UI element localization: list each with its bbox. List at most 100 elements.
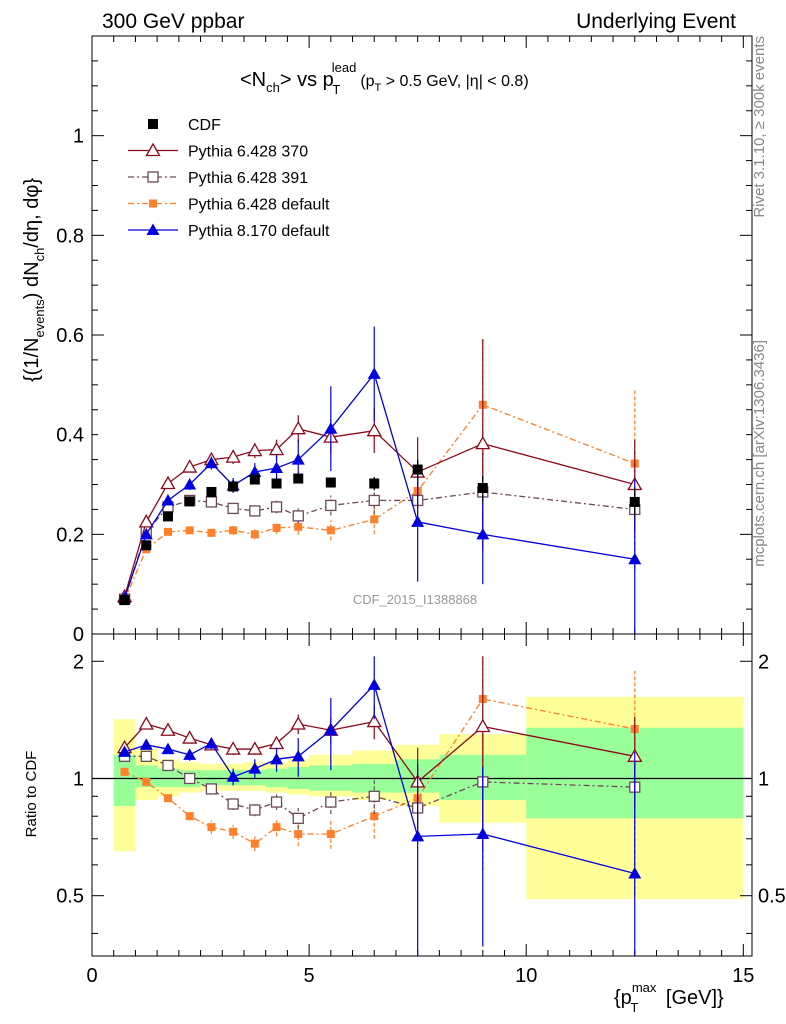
- ratio-point-p6_391: [368, 790, 380, 802]
- legend-label-cdf: CDF: [188, 117, 221, 134]
- ratio-point-p6_default: [163, 794, 172, 803]
- main-y-tick-label-zero: 0: [73, 624, 84, 646]
- main-series-p6_391: [118, 432, 641, 605]
- title-sub2: T: [332, 82, 340, 97]
- main-point-p6_370: [366, 422, 382, 437]
- legend-label-p8_default: Pythia 8.170 default: [188, 223, 330, 240]
- main-point-p6_default: [272, 523, 281, 532]
- main-point-cdf: [477, 482, 488, 493]
- main-point-p8_default: [204, 456, 218, 469]
- ratio-y-tick-label: 0.5: [56, 886, 84, 908]
- main-point-p6_370: [182, 459, 198, 473]
- ratio-point-p6_391: [325, 796, 337, 808]
- mcplots-label: mcplots.cern.ch [arXiv:1306.3436]: [751, 340, 768, 567]
- main-point-p6_default: [250, 530, 259, 539]
- ratio-point-p6_default: [120, 767, 129, 776]
- main-point-p8_default: [291, 453, 305, 465]
- ylabel-sub-a: events: [32, 299, 47, 338]
- main-point-p6_391: [249, 505, 261, 517]
- ratio-y-tick-label: 2: [73, 651, 84, 673]
- main-point-p6_default: [229, 526, 238, 535]
- x-tick-label: 5: [304, 965, 315, 987]
- ratio-point-p6_391: [184, 772, 196, 785]
- ratio-band-green: [113, 754, 136, 806]
- ratio-point-p6_391: [162, 759, 174, 772]
- main-y-tick-label: 1: [73, 126, 84, 148]
- main-point-cdf: [184, 496, 195, 507]
- analysis-watermark: CDF_2015_I1388868: [353, 592, 477, 607]
- legend-label-p6_370: Pythia 6.428 370: [188, 144, 308, 161]
- ratio-point-p8_default: [367, 678, 381, 690]
- main-point-p6_391: [227, 502, 239, 515]
- legend-item-p6_default: Pythia 6.428 default: [128, 197, 330, 214]
- ratio-point-p6_370: [247, 741, 263, 755]
- main-point-cdf: [293, 473, 304, 484]
- main-panel: 0.2 0.4 0.6 0.8 1 0: [56, 35, 753, 646]
- main-point-p8_default: [248, 465, 262, 478]
- ylabel-a: {(1/N: [21, 338, 43, 382]
- main-point-p6_370: [290, 420, 306, 435]
- ratio-point-p6_391: [205, 783, 218, 795]
- title-part2: > vs p: [280, 69, 334, 91]
- rivet-version-label: Rivet 3.1.10, ≥ 300k events: [751, 36, 768, 218]
- x-axis-label: {pmax T [GeV]}: [614, 980, 724, 1015]
- legend-marker-p6_391: [147, 171, 159, 183]
- main-point-p6_default: [370, 515, 379, 524]
- main-point-p8_default: [628, 552, 642, 565]
- ratio-point-p8_default: [118, 745, 132, 757]
- main-y-tick-label: 0.2: [56, 524, 84, 546]
- ratio-point-p8_default: [628, 867, 642, 879]
- ylabel-b: ) dN: [21, 261, 43, 299]
- ratio-point-p6_370: [366, 713, 382, 728]
- ratio-band-green: [135, 765, 158, 788]
- main-point-p6_370: [160, 475, 176, 490]
- main-y-tick-label: 0.4: [56, 425, 84, 447]
- ratio-line-p6_default: [124, 698, 635, 845]
- ratio-line-p6_391: [124, 755, 635, 820]
- ratio-point-p6_391: [249, 804, 261, 816]
- ratio-point-p6_default: [294, 830, 303, 839]
- ratio-panel: 0.5 0.5 1 1 2 2 0 5 10 15: [56, 633, 786, 987]
- main-point-cdf: [119, 595, 130, 606]
- x-tick-label: 15: [732, 965, 754, 987]
- main-line-p6_391: [123, 491, 635, 600]
- header-left-label: 300 GeV ppbar: [102, 10, 244, 33]
- ratio-point-p6_370: [290, 716, 306, 730]
- main-point-p8_default: [411, 515, 425, 527]
- main-point-p6_391: [325, 499, 337, 512]
- main-point-p8_default: [476, 527, 490, 540]
- ratio-point-p8_default: [183, 748, 197, 760]
- main-point-p6_default: [185, 526, 194, 535]
- main-point-p6_default: [326, 526, 335, 535]
- legend: CDF Pythia 6.428 370 Pythia 6.428 391 Pythi…: [128, 117, 330, 240]
- y-axis-label-ratio: Ratio to CDF: [23, 751, 40, 838]
- ratio-point-p6_391: [140, 750, 152, 762]
- legend-item-p6_370: Pythia 6.428 370: [128, 142, 308, 161]
- plot-title: <Nch> vs plead T (pT > 0.5 GeV, |η| < 0.8): [240, 60, 529, 97]
- ratio-point-p6_370: [182, 730, 198, 744]
- ratio-point-p6_default: [185, 812, 194, 821]
- title-cut: (p: [360, 73, 374, 90]
- main-point-p8_default: [139, 527, 153, 540]
- legend-item-p8_default: Pythia 8.170 default: [128, 223, 330, 240]
- main-point-p8_default: [183, 478, 197, 490]
- main-line-p6_370: [123, 427, 635, 597]
- ratio-point-p6_370: [475, 718, 491, 733]
- main-point-p6_370: [475, 435, 491, 450]
- ratio-point-p8_default: [161, 742, 175, 755]
- main-y-tick-label: 0.6: [56, 325, 84, 347]
- ratio-point-p8_default: [324, 723, 338, 736]
- ratio-point-p8_default: [291, 749, 305, 762]
- main-point-p8_default: [270, 461, 284, 474]
- legend-item-cdf: CDF: [148, 117, 221, 134]
- main-point-cdf: [271, 478, 282, 489]
- main-point-p6_default: [163, 527, 172, 536]
- main-point-cdf: [629, 496, 640, 507]
- ratio-point-p8_default: [270, 752, 284, 765]
- ratio-point-p6_391: [292, 812, 304, 824]
- ratio-point-p6_370: [160, 722, 176, 736]
- legend-marker-p8_default: [146, 223, 160, 235]
- ratio-y-tick-label-right: 0.5: [758, 886, 786, 908]
- main-point-p6_370: [225, 449, 241, 463]
